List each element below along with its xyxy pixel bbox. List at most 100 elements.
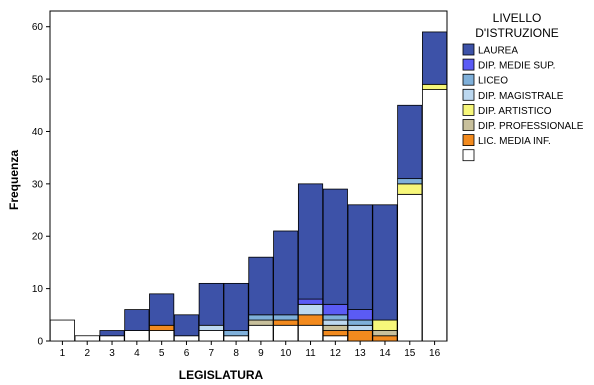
bar-segment xyxy=(273,314,299,321)
bar-segment xyxy=(422,83,448,90)
legend-swatch xyxy=(462,58,475,71)
legend-label: DIP. PROFESSIONALE xyxy=(478,121,584,132)
legend-swatch xyxy=(462,73,475,86)
legend-swatch xyxy=(462,134,475,147)
legend-swatch xyxy=(462,43,475,56)
y-axis: 0 10 20 30 40 50 60 xyxy=(32,22,50,348)
bar-segment xyxy=(273,324,299,342)
bar-segment xyxy=(372,319,398,331)
legend-label: DIP. MAGISTRALE xyxy=(478,91,564,102)
bar-segment xyxy=(49,319,75,342)
bar-segment xyxy=(347,309,373,321)
x-tick-label: 7 xyxy=(209,348,215,359)
bar-segment xyxy=(322,319,348,326)
x-tick-label: 10 xyxy=(280,348,292,359)
legend-swatch xyxy=(462,104,475,116)
legend: LIVELLO D'ISTRUZIONE LAUREA DIP. MEDIE SU… xyxy=(462,11,584,162)
bar-segment xyxy=(372,335,398,342)
legend-label: LICEO xyxy=(478,76,508,87)
bar-segment xyxy=(297,298,324,305)
x-tick-label: 16 xyxy=(429,348,441,359)
bar-segment xyxy=(297,324,324,342)
bar-segment xyxy=(198,282,224,326)
bar-segment xyxy=(397,178,423,185)
x-tick-label: 14 xyxy=(379,348,391,359)
x-tick-label: 9 xyxy=(258,348,264,359)
bar-segment xyxy=(149,293,175,326)
bar-segment xyxy=(223,335,249,342)
bar-segment xyxy=(322,303,348,316)
bar-segment xyxy=(347,319,373,326)
bar-segment xyxy=(74,335,100,342)
bar-segment xyxy=(248,314,274,321)
x-tick-label: 5 xyxy=(159,348,165,359)
bar-segment xyxy=(322,188,348,305)
bar-segment xyxy=(273,230,299,316)
x-tick-label: 12 xyxy=(330,348,342,359)
x-tick-label: 13 xyxy=(355,348,367,359)
x-tick-label: 3 xyxy=(109,348,115,359)
legend-swatch xyxy=(462,149,475,162)
bar-segment xyxy=(248,256,274,316)
bar-segment xyxy=(322,330,348,337)
x-tick-label: 8 xyxy=(233,348,239,359)
legend-title-line-2: D'ISTRUZIONE xyxy=(475,26,559,40)
legend-swatch xyxy=(462,88,475,101)
bar-segment xyxy=(198,330,224,342)
y-tick-label: 50 xyxy=(32,75,44,86)
bar-segment xyxy=(223,282,249,331)
bar-segment xyxy=(223,330,249,337)
bar-segment xyxy=(397,193,423,342)
legend-label: LAUREA xyxy=(478,46,518,57)
legend-label: LIC. MEDIA INF. xyxy=(478,136,551,147)
bar-segment xyxy=(273,319,299,326)
bar-segment xyxy=(248,324,274,342)
bar-segment xyxy=(347,204,373,310)
bar-segment xyxy=(422,89,448,342)
bar-segment xyxy=(149,330,175,342)
bar-segment xyxy=(372,330,398,337)
bar-segment xyxy=(124,330,150,342)
x-axis: 1 2 3 4 5 6 7 8 9 10 11 12 13 14 15 16 xyxy=(60,341,441,359)
bar-segment xyxy=(322,324,348,331)
plot-area xyxy=(49,10,448,342)
bar-segment xyxy=(297,303,324,316)
x-tick-label: 15 xyxy=(404,348,416,359)
bar-segment xyxy=(99,330,125,337)
bar-segment xyxy=(248,319,274,326)
bar-segment xyxy=(99,335,125,342)
bar-segment xyxy=(198,324,224,331)
legend-label: DIP. MEDIE SUP. xyxy=(478,61,555,72)
bar-segment xyxy=(347,324,373,331)
legend-swatch xyxy=(462,119,475,131)
y-tick-label: 0 xyxy=(37,337,43,348)
x-tick-label: 11 xyxy=(305,348,316,359)
x-tick-label: 1 xyxy=(60,348,66,359)
y-tick-label: 10 xyxy=(32,284,44,295)
x-tick-label: 6 xyxy=(184,348,190,359)
y-axis-title: Frequenza xyxy=(7,150,21,210)
bar-segment xyxy=(372,204,398,321)
bar-segment xyxy=(322,335,348,342)
x-axis-title: LEGISLATURA xyxy=(179,368,264,382)
bar-segment xyxy=(297,183,324,300)
bar-segment xyxy=(124,309,150,331)
bar-segment xyxy=(149,324,175,331)
legend-title-line-1: LIVELLO xyxy=(493,11,542,25)
bar-segment xyxy=(322,314,348,321)
y-tick-label: 20 xyxy=(32,232,44,243)
bar-segment xyxy=(347,330,373,342)
bar-segment xyxy=(297,314,324,326)
y-tick-label: 30 xyxy=(32,179,44,190)
legend-label: DIP. ARTISTICO xyxy=(478,106,552,117)
bar-segment xyxy=(397,183,423,195)
bar-segment xyxy=(397,104,423,180)
x-tick-label: 4 xyxy=(134,348,140,359)
x-tick-label: 2 xyxy=(84,348,90,359)
bar-segment xyxy=(422,31,448,85)
bar-segment xyxy=(173,314,200,337)
y-tick-label: 60 xyxy=(32,22,44,33)
y-tick-label: 40 xyxy=(32,127,44,138)
bar-segment xyxy=(173,335,200,342)
